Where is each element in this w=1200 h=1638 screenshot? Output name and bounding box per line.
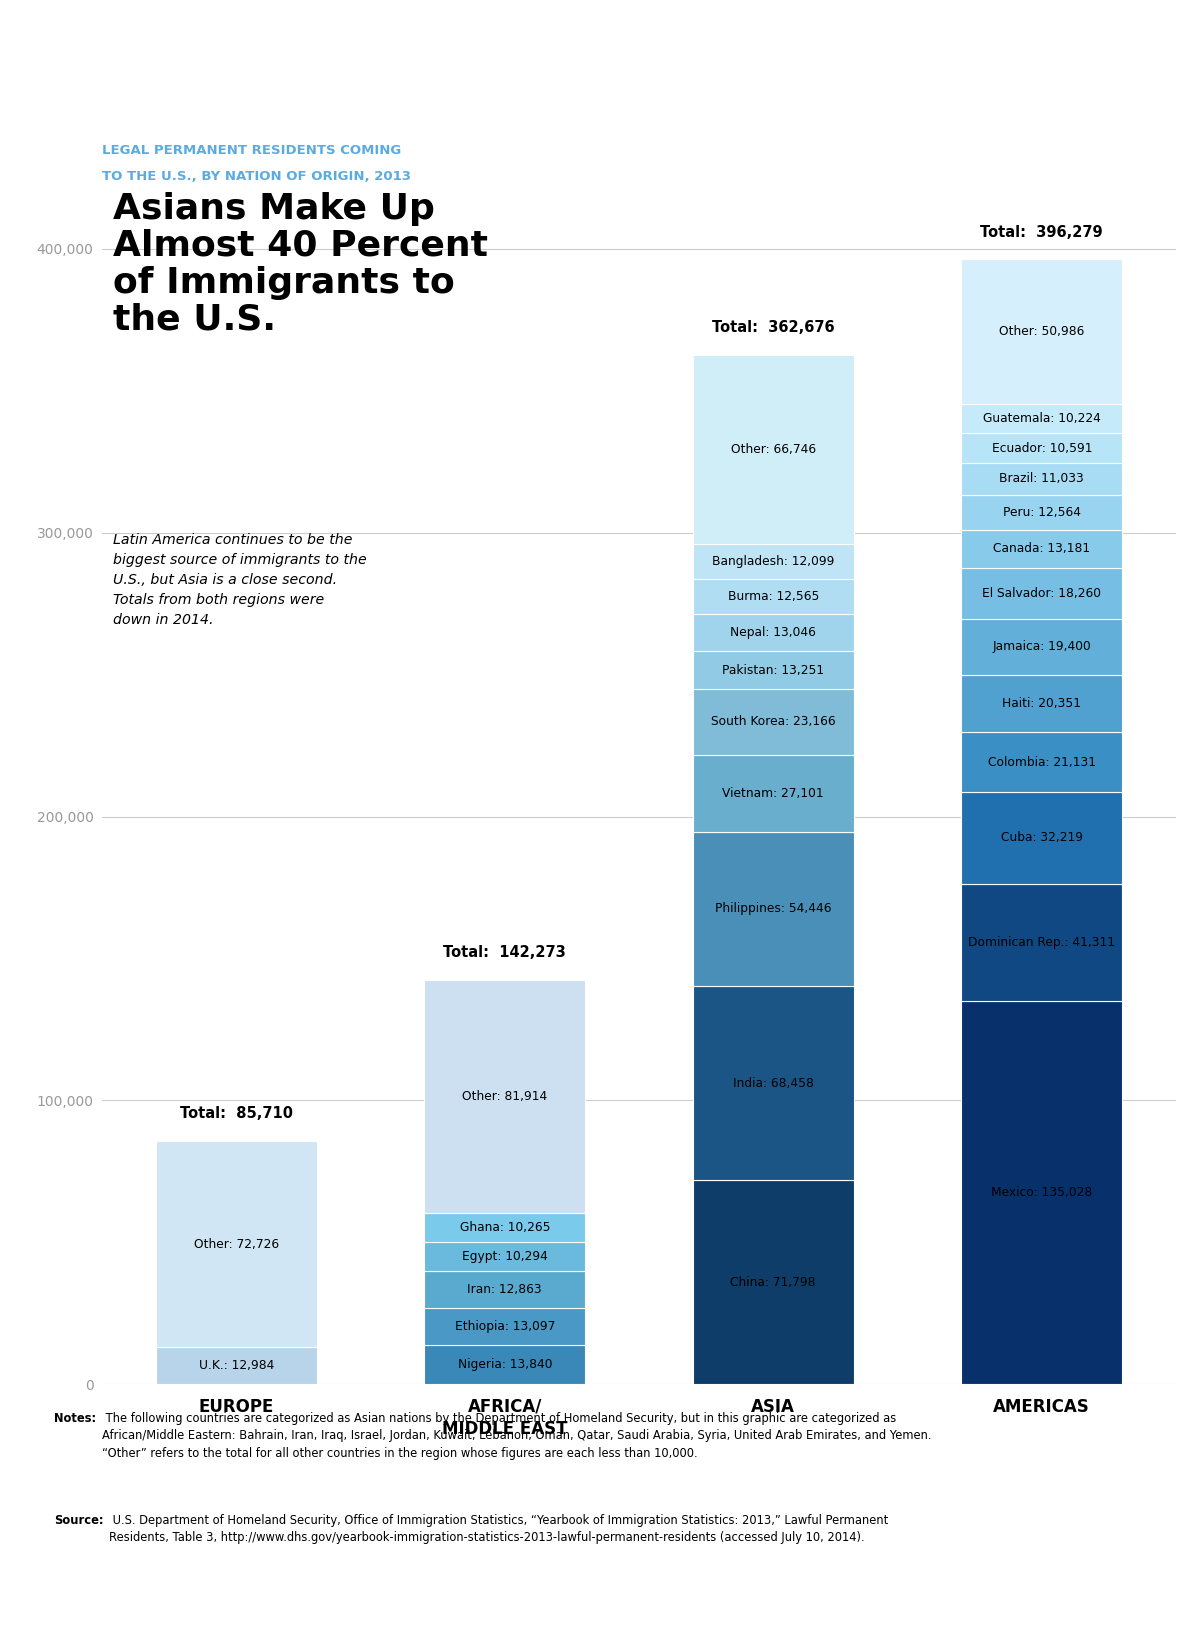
Text: Jamaica: 19,400: Jamaica: 19,400 — [992, 640, 1091, 654]
Bar — [156, 1348, 317, 1384]
Bar — [425, 1212, 586, 1242]
Text: Iran: 12,863: Iran: 12,863 — [468, 1283, 542, 1296]
Text: Canada: 13,181: Canada: 13,181 — [994, 542, 1091, 555]
Text: Other: 66,746: Other: 66,746 — [731, 442, 816, 455]
Text: Egypt: 10,294: Egypt: 10,294 — [462, 1250, 547, 1263]
Text: Nepal: 13,046: Nepal: 13,046 — [731, 626, 816, 639]
Bar — [961, 793, 1122, 883]
Text: Other: 72,726: Other: 72,726 — [193, 1238, 278, 1250]
Bar — [961, 531, 1122, 568]
Text: Source:: Source: — [54, 1514, 103, 1527]
Bar — [961, 405, 1122, 432]
Text: Philippines: 54,446: Philippines: 54,446 — [715, 903, 832, 916]
Bar — [692, 690, 854, 755]
Bar — [692, 1181, 854, 1384]
Text: South Korea: 23,166: South Korea: 23,166 — [710, 716, 835, 729]
Text: Total:  396,279: Total: 396,279 — [980, 224, 1103, 239]
Text: Notes:: Notes: — [54, 1412, 96, 1425]
Text: Ecuador: 10,591: Ecuador: 10,591 — [991, 442, 1092, 455]
Text: Peru: 12,564: Peru: 12,564 — [1003, 506, 1081, 519]
Text: Pakistan: 13,251: Pakistan: 13,251 — [722, 663, 824, 676]
Text: Haiti: 20,351: Haiti: 20,351 — [1002, 696, 1081, 709]
Bar — [425, 981, 586, 1212]
Text: Ghana: 10,265: Ghana: 10,265 — [460, 1220, 550, 1233]
Text: Colombia: 21,131: Colombia: 21,131 — [988, 755, 1096, 768]
Text: China: 71,798: China: 71,798 — [731, 1276, 816, 1289]
Text: Brazil: 11,033: Brazil: 11,033 — [1000, 472, 1084, 485]
Text: TO THE U.S., BY NATION OF ORIGIN, 2013: TO THE U.S., BY NATION OF ORIGIN, 2013 — [102, 170, 410, 183]
Bar — [692, 832, 854, 986]
Text: Mexico: 135,028: Mexico: 135,028 — [991, 1186, 1092, 1199]
Text: Burma: 12,565: Burma: 12,565 — [727, 590, 818, 603]
Bar — [961, 1001, 1122, 1384]
Bar — [692, 986, 854, 1181]
Bar — [692, 755, 854, 832]
Text: U.S. Department of Homeland Security, Office of Immigration Statistics, “Yearboo: U.S. Department of Homeland Security, Of… — [109, 1514, 888, 1545]
Bar — [692, 544, 854, 578]
Text: The following countries are categorized as Asian nations by the Department of Ho: The following countries are categorized … — [102, 1412, 931, 1459]
Text: Bangladesh: 12,099: Bangladesh: 12,099 — [712, 555, 834, 568]
Bar — [425, 1307, 586, 1345]
Text: Cuba: 32,219: Cuba: 32,219 — [1001, 832, 1082, 845]
Text: U.K.: 12,984: U.K.: 12,984 — [198, 1360, 274, 1373]
Bar — [961, 732, 1122, 793]
Text: Other: 50,986: Other: 50,986 — [1000, 326, 1085, 339]
Bar — [425, 1271, 586, 1307]
Bar — [692, 578, 854, 614]
Bar — [692, 614, 854, 652]
Text: Ethiopia: 13,097: Ethiopia: 13,097 — [455, 1320, 554, 1333]
Text: Total:  362,676: Total: 362,676 — [712, 319, 834, 336]
Text: LEGAL PERMANENT RESIDENTS COMING: LEGAL PERMANENT RESIDENTS COMING — [102, 144, 401, 157]
Bar — [961, 619, 1122, 675]
Text: Guatemala: 10,224: Guatemala: 10,224 — [983, 413, 1100, 426]
Text: India: 68,458: India: 68,458 — [733, 1076, 814, 1089]
Bar — [961, 495, 1122, 531]
Bar — [425, 1242, 586, 1271]
Bar — [961, 464, 1122, 495]
Text: Dominican Rep.: 41,311: Dominican Rep.: 41,311 — [968, 935, 1115, 948]
Text: Latin America continues to be the
biggest source of immigrants to the
U.S., but : Latin America continues to be the bigges… — [113, 532, 366, 627]
Bar — [692, 355, 854, 544]
Bar — [961, 675, 1122, 732]
Bar — [961, 432, 1122, 464]
Bar — [692, 652, 854, 690]
Bar — [961, 259, 1122, 405]
Text: Other: 81,914: Other: 81,914 — [462, 1089, 547, 1102]
Text: Total:  85,710: Total: 85,710 — [180, 1106, 293, 1120]
Bar — [961, 883, 1122, 1001]
Bar — [961, 568, 1122, 619]
Bar — [425, 1345, 586, 1384]
Bar — [156, 1142, 317, 1348]
Text: El Salvador: 18,260: El Salvador: 18,260 — [983, 586, 1102, 600]
Text: Asians Make Up
Almost 40 Percent
of Immigrants to
the U.S.: Asians Make Up Almost 40 Percent of Immi… — [113, 192, 487, 336]
Text: Nigeria: 13,840: Nigeria: 13,840 — [457, 1358, 552, 1371]
Text: Vietnam: 27,101: Vietnam: 27,101 — [722, 786, 824, 799]
Text: Total:  142,273: Total: 142,273 — [443, 945, 566, 960]
